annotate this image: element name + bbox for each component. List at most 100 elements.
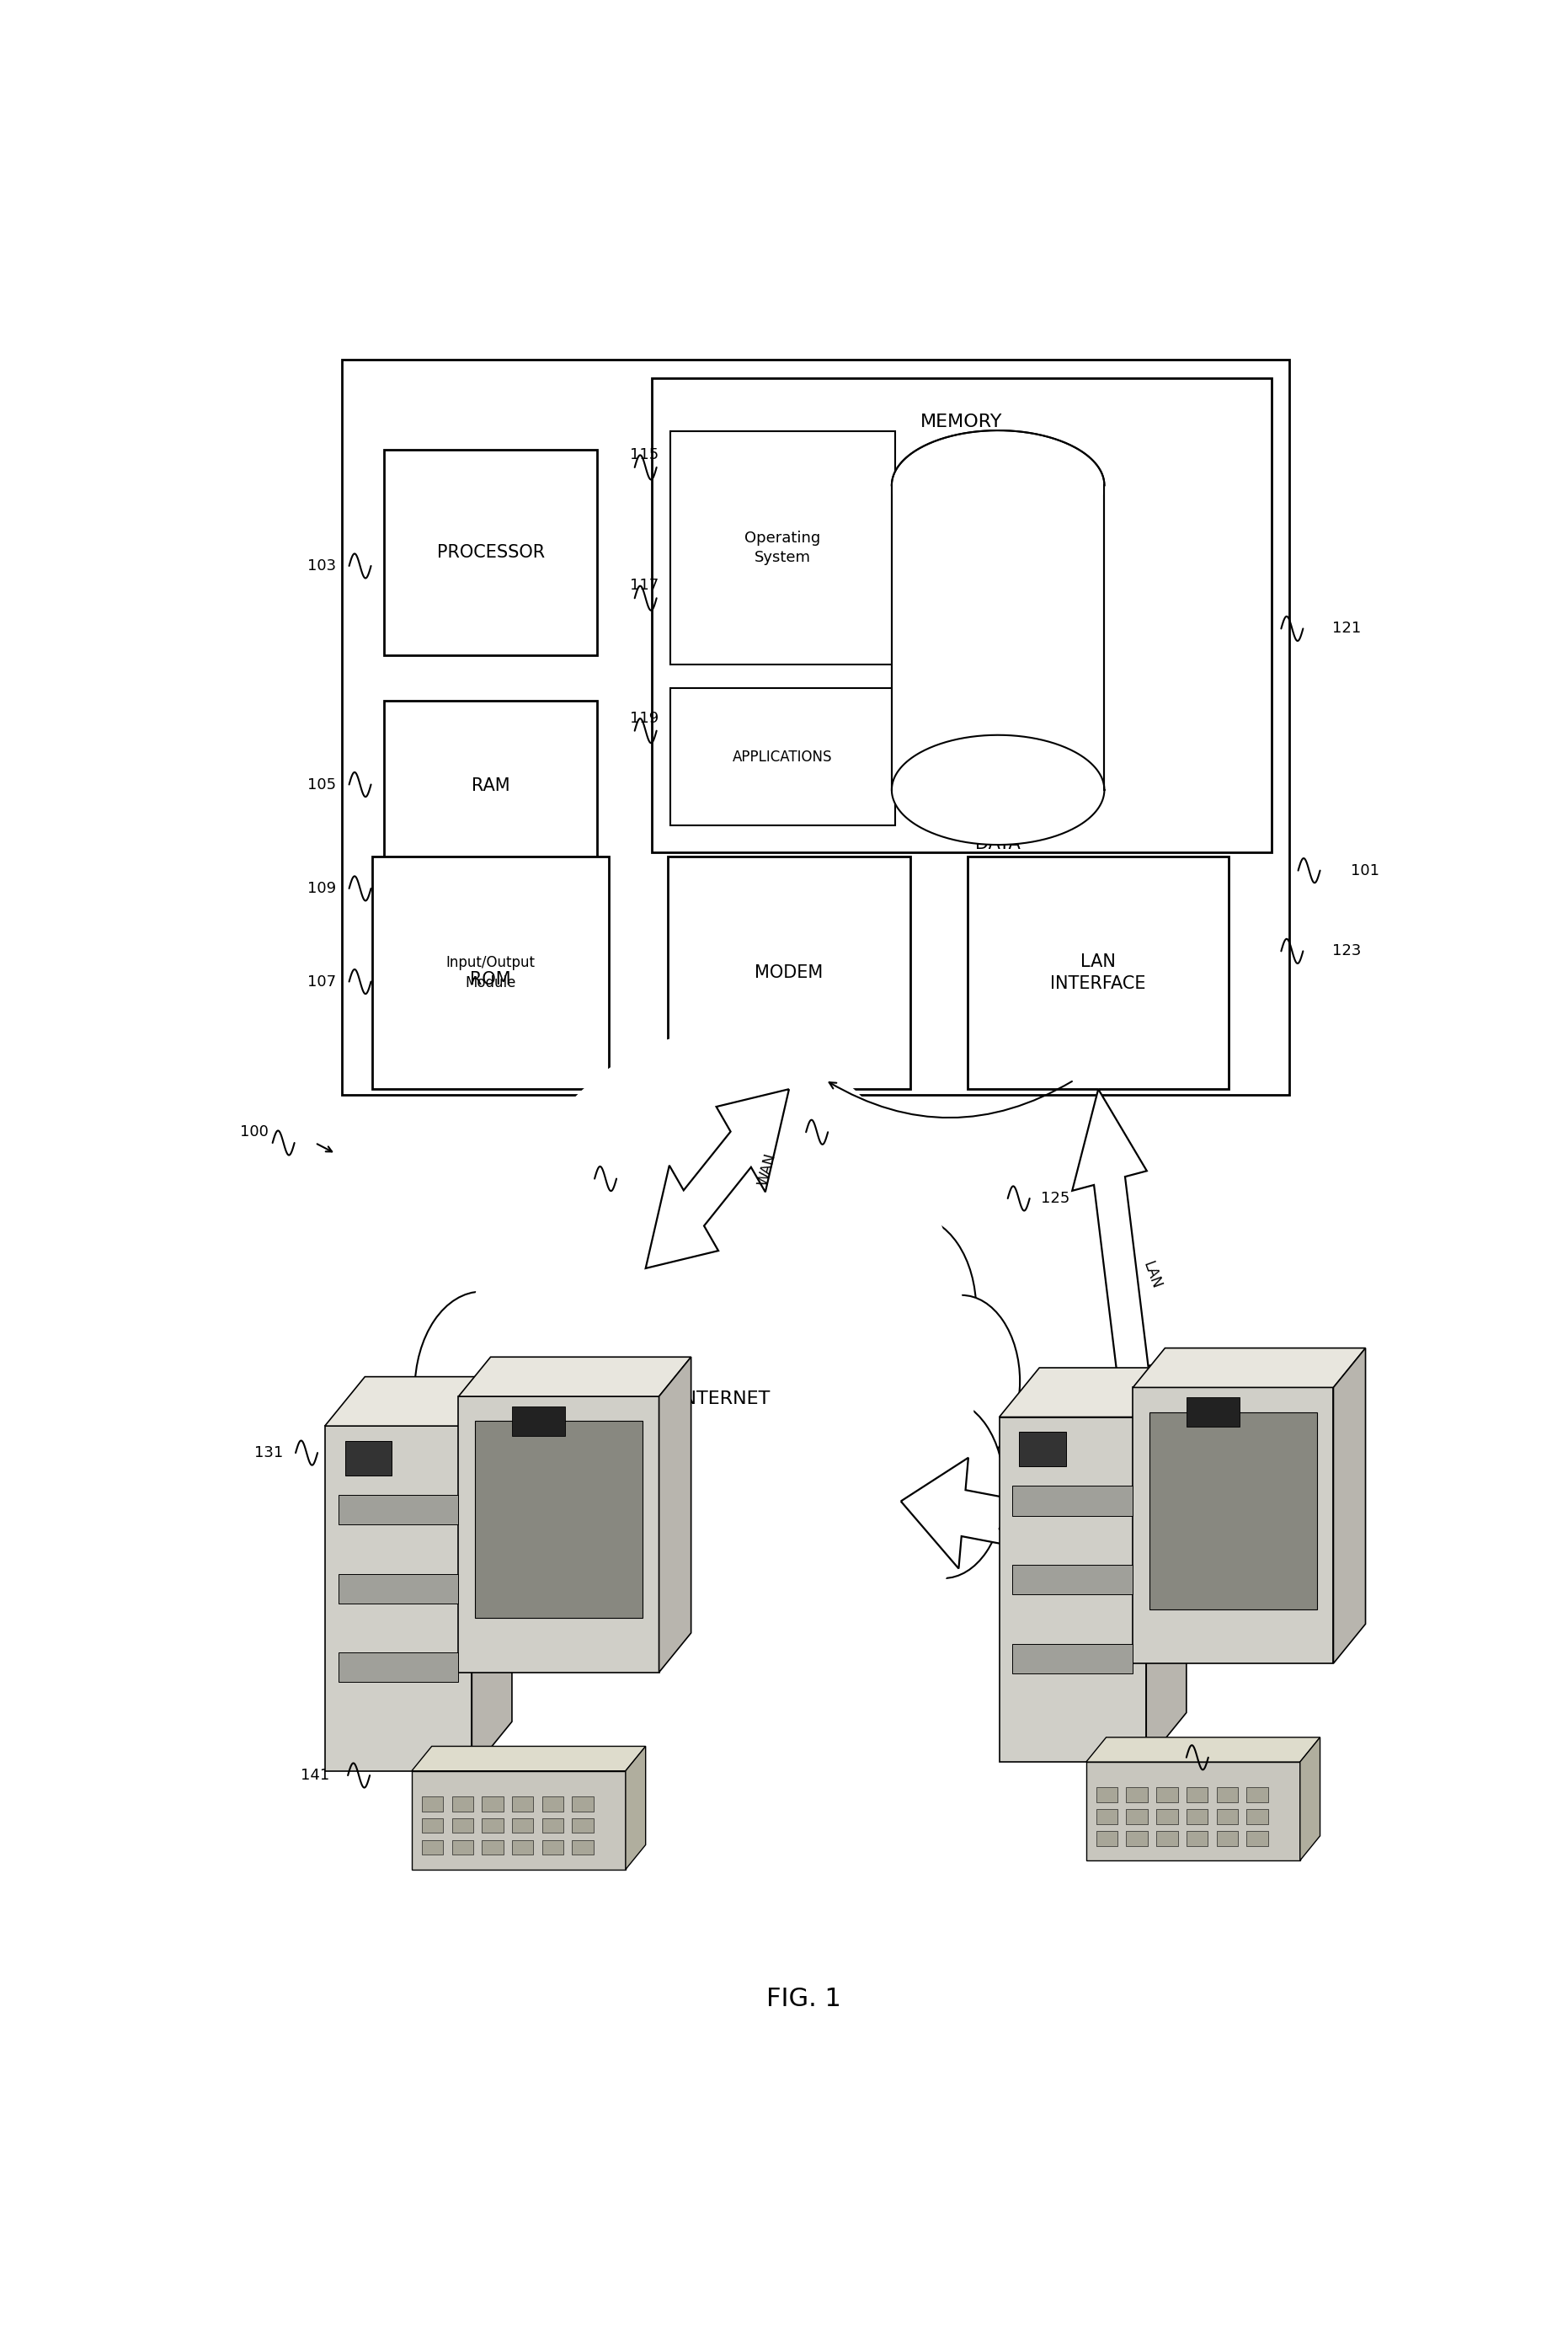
Bar [1247, 1810, 1269, 1824]
Polygon shape [325, 1378, 511, 1426]
Circle shape [903, 1296, 1019, 1468]
Bar [1096, 1787, 1118, 1803]
Polygon shape [458, 1459, 530, 1589]
Bar [1156, 1831, 1178, 1845]
Circle shape [555, 1180, 681, 1366]
Circle shape [464, 1031, 974, 1785]
Polygon shape [659, 1357, 691, 1673]
Bar [452, 1841, 474, 1855]
FancyBboxPatch shape [670, 689, 895, 826]
Bar [572, 1841, 594, 1855]
Text: DATA: DATA [975, 835, 1021, 852]
Polygon shape [1134, 1387, 1333, 1664]
Bar [1187, 1831, 1207, 1845]
Bar [1217, 1787, 1237, 1803]
Circle shape [459, 1375, 577, 1547]
Text: 117: 117 [630, 577, 659, 593]
Circle shape [414, 1291, 549, 1489]
Text: 115: 115 [630, 447, 659, 463]
Circle shape [706, 1480, 840, 1678]
Bar [572, 1817, 594, 1834]
Text: ROM: ROM [470, 970, 511, 989]
Polygon shape [472, 1378, 511, 1771]
Text: FIG. 1: FIG. 1 [767, 1987, 840, 2011]
Bar [1156, 1787, 1178, 1803]
Text: 101: 101 [1350, 863, 1380, 877]
Ellipse shape [892, 430, 1104, 540]
Bar [511, 1406, 566, 1436]
Text: 109: 109 [307, 882, 336, 896]
Bar [1247, 1787, 1269, 1803]
Polygon shape [1134, 1347, 1366, 1387]
Bar [511, 1841, 533, 1855]
Bar [892, 486, 1104, 789]
Text: WAN: WAN [756, 1152, 779, 1187]
Circle shape [786, 1170, 906, 1350]
Bar [511, 1817, 533, 1834]
Bar [452, 1796, 474, 1810]
Polygon shape [1087, 1762, 1300, 1862]
Text: Input/Output
Module: Input/Output Module [445, 954, 535, 991]
Polygon shape [1087, 1738, 1320, 1762]
Text: 131: 131 [254, 1445, 284, 1461]
Bar [1096, 1831, 1118, 1845]
Bar [543, 1796, 563, 1810]
Bar [1247, 1831, 1269, 1845]
Text: 141: 141 [301, 1769, 329, 1782]
Polygon shape [646, 1089, 789, 1268]
Bar [422, 1841, 444, 1855]
Bar [1013, 1564, 1134, 1594]
Circle shape [803, 1452, 938, 1650]
Bar [1019, 1431, 1066, 1466]
FancyBboxPatch shape [384, 700, 597, 870]
Bar [339, 1494, 458, 1524]
Bar [481, 1817, 503, 1834]
FancyBboxPatch shape [342, 361, 1289, 1094]
Text: 103: 103 [307, 558, 336, 572]
Circle shape [524, 1429, 646, 1608]
FancyBboxPatch shape [652, 377, 1272, 852]
Bar [511, 1796, 533, 1810]
Polygon shape [626, 1745, 646, 1869]
Text: INTERNET: INTERNET [677, 1392, 771, 1408]
Circle shape [883, 1399, 1004, 1578]
FancyBboxPatch shape [384, 910, 597, 1049]
Polygon shape [1333, 1347, 1366, 1664]
Text: 129: 129 [554, 1159, 582, 1173]
Polygon shape [458, 1396, 659, 1673]
Bar [339, 1573, 458, 1603]
Bar [1217, 1810, 1237, 1824]
FancyBboxPatch shape [384, 449, 597, 656]
Circle shape [491, 1236, 607, 1408]
Bar [422, 1796, 444, 1810]
Bar [1156, 1810, 1178, 1824]
Circle shape [710, 1145, 836, 1331]
Polygon shape [999, 1368, 1187, 1417]
Text: PROCESSOR: PROCESSOR [437, 545, 544, 561]
Circle shape [627, 1147, 760, 1345]
Text: 123: 123 [1333, 942, 1361, 959]
Bar [1126, 1831, 1148, 1845]
Bar [543, 1817, 563, 1834]
Bar [481, 1796, 503, 1810]
Polygon shape [999, 1417, 1146, 1762]
Text: MODEM: MODEM [754, 963, 823, 982]
Text: WAN: WAN [993, 1520, 1027, 1552]
Text: 100: 100 [240, 1124, 270, 1140]
Text: WAN: WAN [456, 1506, 483, 1543]
Text: 119: 119 [630, 710, 659, 726]
Bar [1217, 1831, 1237, 1845]
Bar [345, 1440, 392, 1475]
Bar [1149, 1412, 1317, 1610]
Text: 105: 105 [307, 777, 336, 791]
Bar [452, 1817, 474, 1834]
Polygon shape [412, 1745, 646, 1771]
Ellipse shape [892, 735, 1104, 845]
Text: LAN: LAN [1140, 1259, 1163, 1291]
Bar [1187, 1787, 1207, 1803]
Bar [1187, 1810, 1207, 1824]
Bar [1013, 1643, 1134, 1673]
Text: 127: 127 [840, 1115, 869, 1129]
FancyBboxPatch shape [668, 856, 911, 1089]
Text: 107: 107 [307, 975, 336, 989]
